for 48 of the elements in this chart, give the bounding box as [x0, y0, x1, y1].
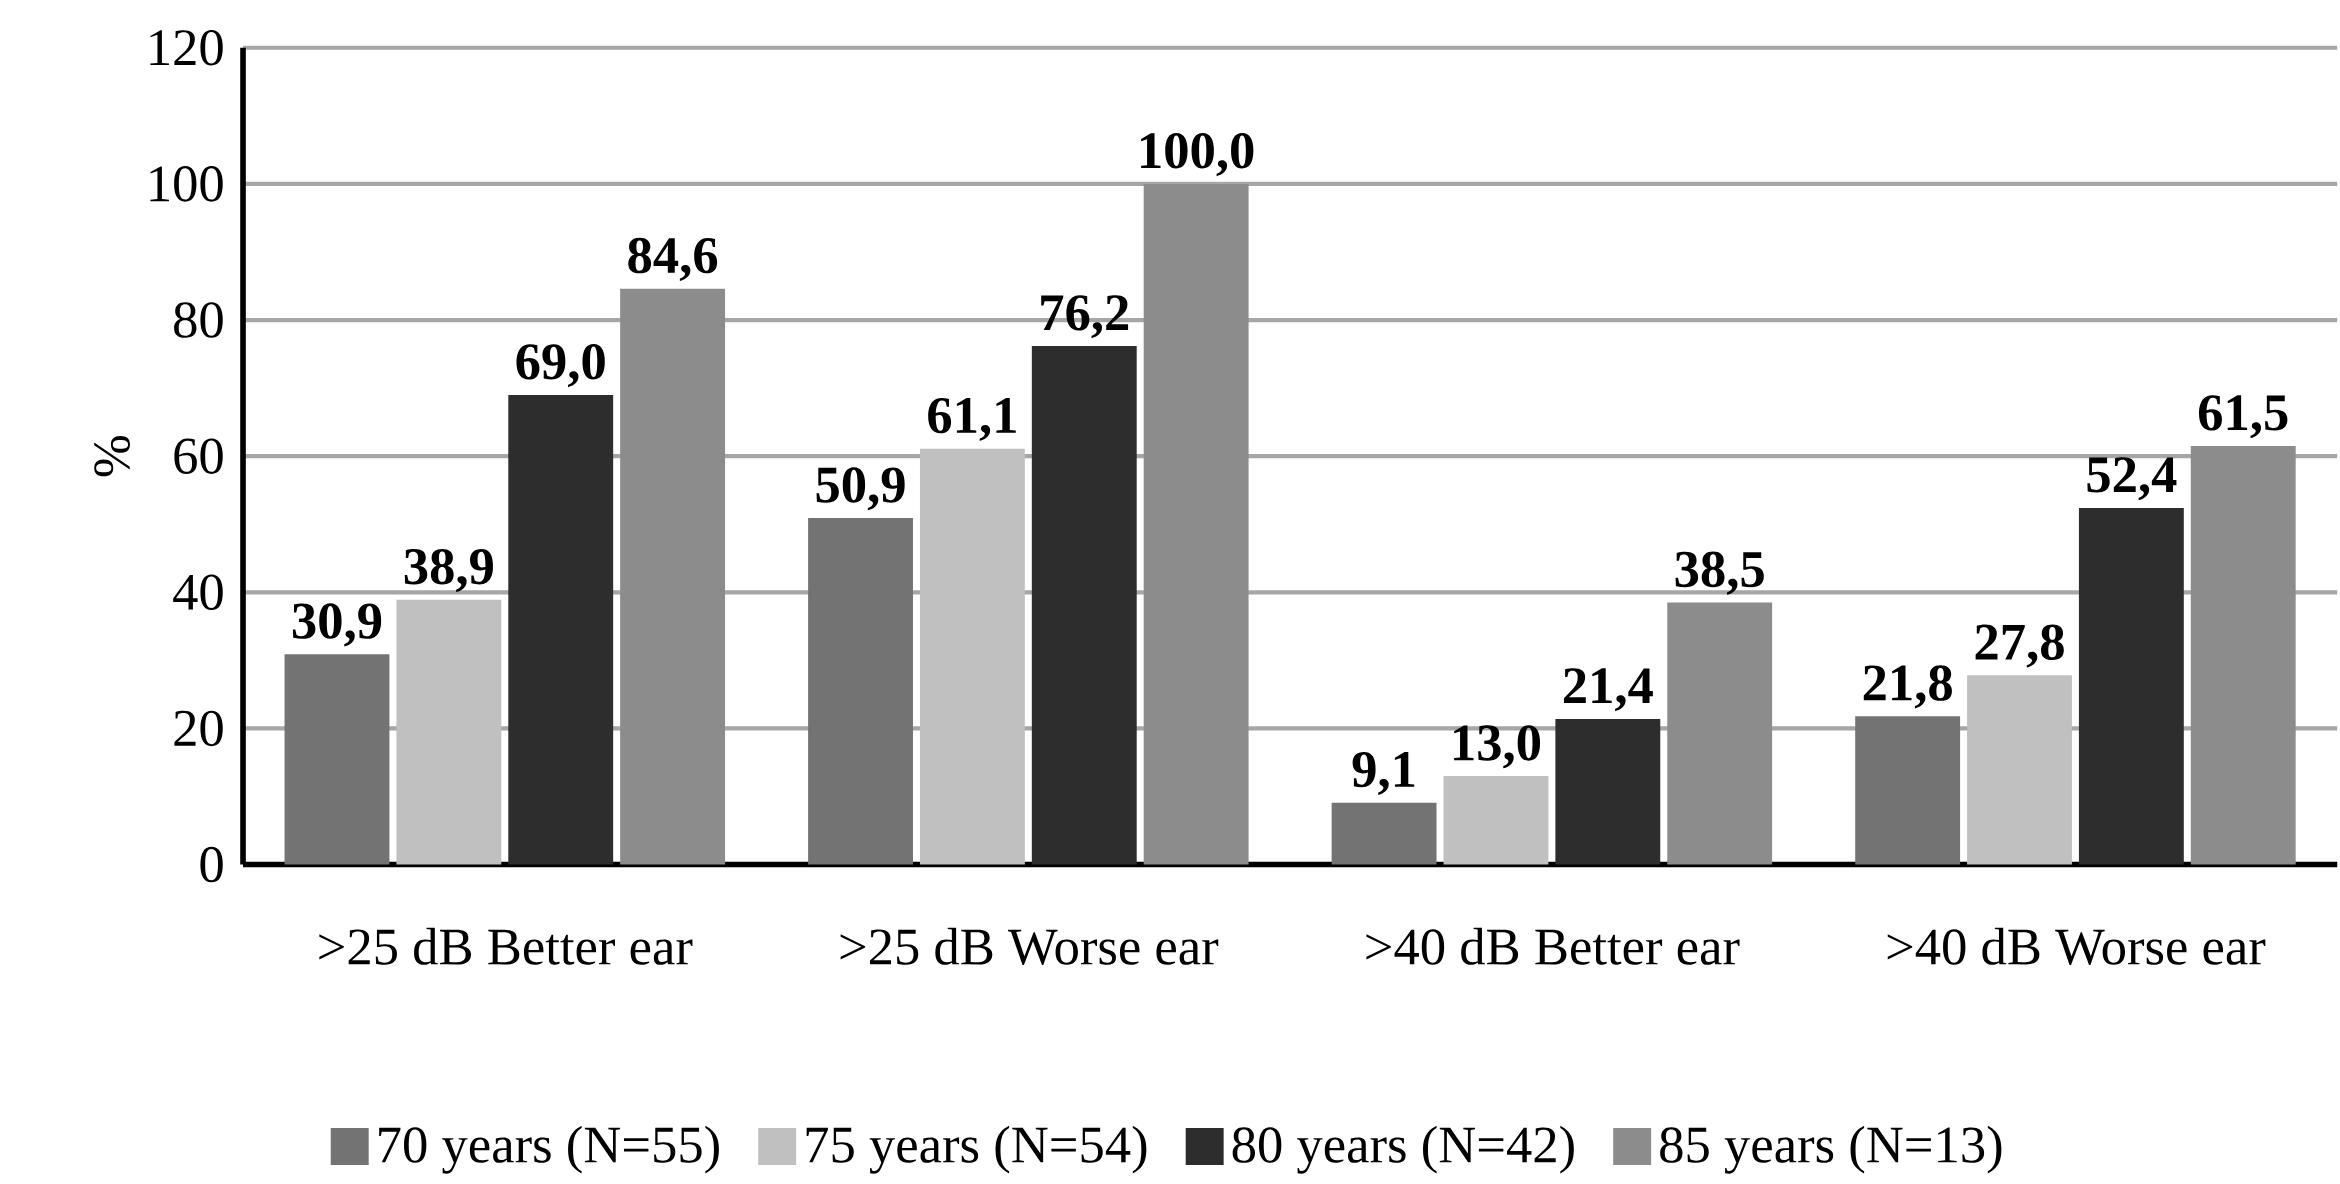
- bar: [1967, 675, 2072, 865]
- data-label: 21,4: [1563, 668, 1653, 712]
- bar: [808, 517, 913, 865]
- y-tick-label: 20: [174, 710, 223, 747]
- bar: [1031, 345, 1137, 865]
- data-label: 61,1: [928, 397, 1016, 441]
- y-axis-title: %: [94, 435, 130, 477]
- x-tick-label: >25 dB Worse ear: [840, 927, 1219, 965]
- bar: [919, 448, 1025, 865]
- data-label: 38,9: [404, 548, 493, 592]
- x-tick-label: >40 dB Better ear: [1366, 927, 1740, 965]
- bar: [1331, 802, 1437, 865]
- legend-label: 75 years (N=54): [806, 1125, 1147, 1174]
- x-tick-label: >40 dB Worse ear: [1887, 927, 2266, 965]
- data-label: 38,5: [1675, 551, 1764, 595]
- bar: [1143, 183, 1249, 865]
- legend-label: 80 years (N=42): [1232, 1125, 1574, 1174]
- data-label: 13,0: [1454, 725, 1541, 769]
- bar: [620, 288, 726, 865]
- legend-label: 85 years (N=13): [1660, 1125, 2002, 1174]
- data-label: 30,9: [292, 603, 382, 647]
- data-label: 21,8: [1863, 665, 1952, 709]
- bar: [1443, 775, 1549, 865]
- data-label: 100,0: [1141, 132, 1254, 177]
- y-tick-label: 80: [174, 302, 223, 338]
- data-label: 27,8: [1975, 624, 2064, 668]
- bar: [1555, 718, 1661, 865]
- bar: [508, 394, 614, 865]
- legend-label: 70 years (N=55): [379, 1125, 719, 1174]
- bar: [1855, 716, 1961, 865]
- y-tick-label: 40: [173, 574, 223, 610]
- data-label: 69,0: [516, 343, 605, 388]
- bar: [284, 654, 390, 865]
- bar: [2190, 445, 2296, 865]
- data-label: 61,5: [2198, 395, 2288, 439]
- bar: [1667, 602, 1773, 865]
- y-tick-label: 120: [150, 29, 223, 66]
- y-tick-label: 60: [174, 438, 223, 474]
- data-label: 52,4: [2087, 457, 2177, 501]
- y-tick-label: 0: [200, 846, 223, 883]
- data-label: 76,2: [1041, 295, 1129, 339]
- data-label: 84,6: [628, 237, 718, 281]
- data-label: 9,1: [1352, 751, 1415, 795]
- data-label: 50,9: [816, 467, 905, 511]
- bar: [396, 599, 502, 865]
- y-tick-label: 100: [150, 165, 223, 202]
- bar: [2078, 507, 2184, 865]
- x-tick-label: >25 dB Better ear: [319, 927, 693, 965]
